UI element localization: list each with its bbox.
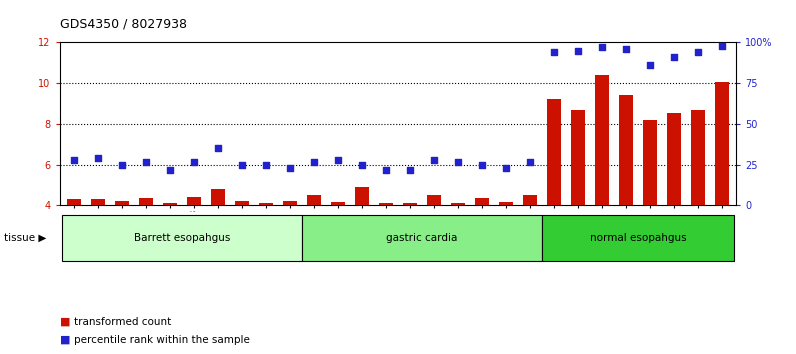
Bar — [235, 201, 249, 205]
Bar — [667, 113, 681, 205]
Point — [140, 160, 153, 165]
Point — [619, 46, 632, 51]
Bar — [523, 195, 537, 205]
Bar — [115, 201, 129, 205]
Point — [643, 62, 656, 68]
Point — [115, 162, 128, 167]
Bar — [163, 203, 178, 205]
Point — [475, 162, 488, 167]
Bar — [474, 198, 490, 205]
Text: Barrett esopahgus: Barrett esopahgus — [134, 233, 230, 243]
Text: normal esopahgus: normal esopahgus — [590, 233, 686, 243]
Bar — [355, 187, 369, 205]
Point — [524, 160, 537, 165]
Bar — [302, 215, 542, 261]
Point — [356, 162, 369, 167]
Point — [212, 145, 224, 151]
Point — [548, 50, 560, 55]
Text: transformed count: transformed count — [74, 317, 171, 327]
Point — [236, 162, 248, 167]
Bar — [451, 203, 465, 205]
Point — [308, 160, 321, 165]
Point — [427, 157, 440, 162]
Bar — [547, 99, 561, 205]
Text: GDS4350 / 8027938: GDS4350 / 8027938 — [60, 18, 187, 31]
Text: gastric cardia: gastric cardia — [386, 233, 458, 243]
Point — [164, 167, 177, 172]
Text: ■: ■ — [60, 317, 70, 327]
Text: ■: ■ — [60, 335, 70, 345]
Bar — [62, 215, 302, 261]
Bar — [403, 203, 417, 205]
Bar — [542, 215, 734, 261]
Point — [572, 48, 584, 53]
Bar — [67, 199, 81, 205]
Bar — [427, 195, 441, 205]
Point — [500, 165, 513, 171]
Bar — [331, 202, 345, 205]
Point — [692, 50, 704, 55]
Point — [188, 160, 201, 165]
Bar — [139, 198, 154, 205]
Bar — [571, 110, 585, 205]
Point — [332, 157, 345, 162]
Point — [68, 157, 80, 162]
Bar — [715, 82, 729, 205]
Bar — [259, 203, 273, 205]
Bar — [691, 110, 705, 205]
Point — [668, 54, 681, 60]
Point — [404, 167, 416, 172]
Bar — [211, 189, 225, 205]
Bar — [618, 96, 633, 205]
Text: percentile rank within the sample: percentile rank within the sample — [74, 335, 250, 345]
Point — [595, 44, 608, 50]
Point — [380, 167, 392, 172]
Bar — [595, 75, 609, 205]
Text: tissue ▶: tissue ▶ — [4, 233, 46, 243]
Bar — [283, 201, 297, 205]
Bar — [91, 199, 105, 205]
Bar — [187, 197, 201, 205]
Bar — [642, 120, 657, 205]
Point — [716, 43, 728, 48]
Bar — [379, 203, 393, 205]
Point — [259, 162, 272, 167]
Point — [92, 156, 104, 161]
Bar — [499, 202, 513, 205]
Bar — [306, 195, 322, 205]
Point — [283, 165, 296, 171]
Point — [451, 160, 464, 165]
